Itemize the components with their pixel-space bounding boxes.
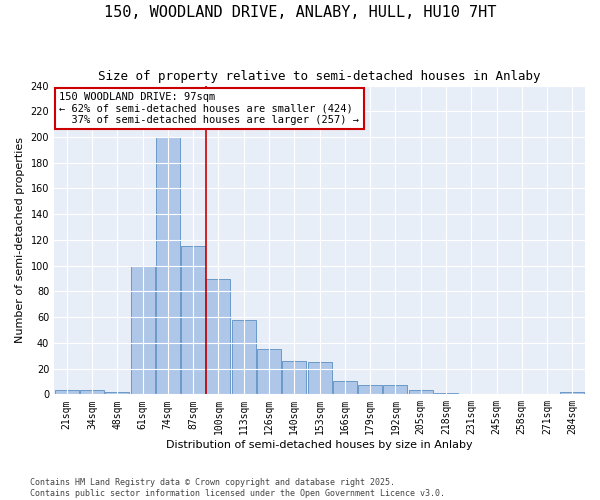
Bar	[55, 390, 79, 394]
Bar	[282, 361, 306, 394]
Text: 150 WOODLAND DRIVE: 97sqm
← 62% of semi-detached houses are smaller (424)
  37% : 150 WOODLAND DRIVE: 97sqm ← 62% of semi-…	[59, 92, 359, 125]
Bar	[358, 386, 382, 394]
Bar	[560, 392, 584, 394]
X-axis label: Distribution of semi-detached houses by size in Anlaby: Distribution of semi-detached houses by …	[166, 440, 473, 450]
Bar	[333, 382, 357, 394]
Bar	[105, 392, 129, 394]
Text: Contains HM Land Registry data © Crown copyright and database right 2025.
Contai: Contains HM Land Registry data © Crown c…	[30, 478, 445, 498]
Bar	[156, 137, 180, 394]
Bar	[206, 278, 230, 394]
Bar	[232, 320, 256, 394]
Text: 150, WOODLAND DRIVE, ANLABY, HULL, HU10 7HT: 150, WOODLAND DRIVE, ANLABY, HULL, HU10 …	[104, 5, 496, 20]
Bar	[383, 386, 407, 394]
Bar	[80, 390, 104, 394]
Title: Size of property relative to semi-detached houses in Anlaby: Size of property relative to semi-detach…	[98, 70, 541, 83]
Bar	[257, 350, 281, 395]
Bar	[308, 362, 332, 394]
Bar	[434, 393, 458, 394]
Bar	[131, 266, 155, 394]
Y-axis label: Number of semi-detached properties: Number of semi-detached properties	[15, 137, 25, 343]
Bar	[409, 390, 433, 394]
Bar	[181, 246, 205, 394]
